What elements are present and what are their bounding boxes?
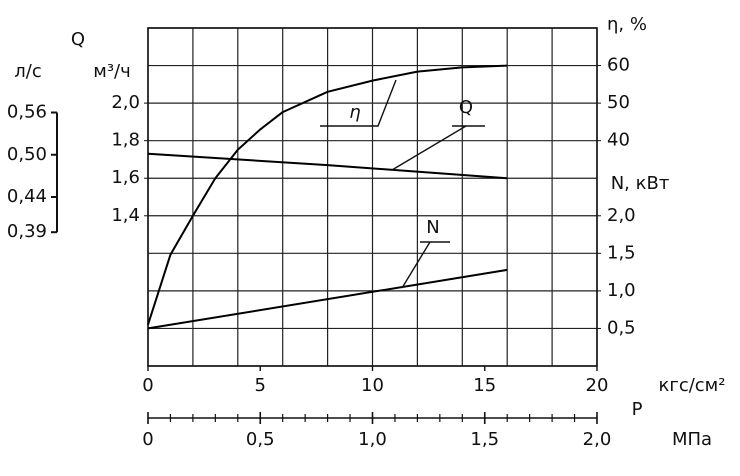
x-tick-label: 20 [586, 375, 609, 396]
x-axis-label: P [632, 399, 643, 420]
x2-tick-label: 1,0 [358, 429, 387, 450]
y3-tick-label: 0,5 [607, 317, 636, 338]
series-label: N [426, 217, 439, 238]
y3-tick-label: 2,0 [607, 205, 636, 226]
leader-line [401, 241, 450, 289]
yq-tick-label: 0,50 [7, 144, 47, 165]
y-tick-label: 2,0 [111, 92, 140, 113]
y2-tick-label: 60 [607, 55, 630, 76]
y3-tick-label: 1,0 [607, 280, 636, 301]
series-line [147, 152, 508, 180]
x2-tick-label: 2,0 [583, 429, 612, 450]
leader-line [320, 79, 397, 127]
leader-line [391, 125, 485, 171]
q-ls-unit: л/с [14, 61, 41, 82]
x2-tick-label: 1,5 [470, 429, 499, 450]
yq-tick-label: 0,39 [7, 221, 47, 242]
series-label: Q [459, 97, 473, 118]
y-tick-label: 1,6 [111, 167, 140, 188]
y2-tick-label: 40 [607, 130, 630, 151]
y-tick-label: 1,4 [111, 205, 140, 226]
series-line [147, 64, 508, 326]
q-m3h-unit: м³/ч [93, 61, 131, 82]
x-tick-label: 10 [361, 375, 384, 396]
n-axis-label: N, кВт [611, 173, 670, 194]
x2-tick-label: 0 [142, 429, 153, 450]
x-tick-label: 0 [142, 375, 153, 396]
x-unit: кгс/см² [659, 375, 726, 396]
y2-tick-label: 50 [607, 92, 630, 113]
x-tick-label: 15 [473, 375, 496, 396]
series-line [147, 268, 508, 330]
eta-axis-label: η, % [607, 14, 647, 35]
series-label: η [349, 102, 360, 123]
y-tick-label: 1,8 [111, 130, 140, 151]
x2-tick-label: 0,5 [246, 429, 275, 450]
q-axis-label: Q [71, 29, 85, 50]
x-tick-label: 5 [255, 375, 266, 396]
y3-tick-label: 1,5 [607, 242, 636, 263]
yq-tick-label: 0,44 [7, 186, 47, 207]
yq-tick-label: 0,56 [7, 102, 47, 123]
x2-unit: МПа [672, 429, 712, 450]
